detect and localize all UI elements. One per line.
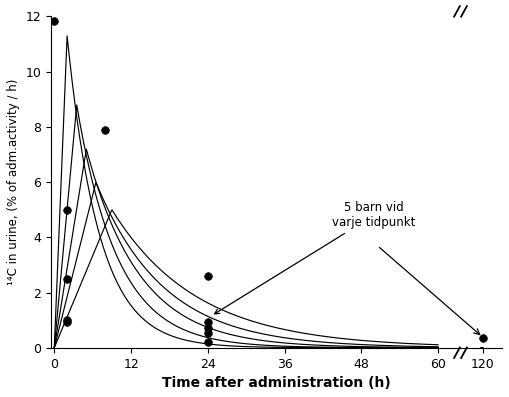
Text: 5 barn vid
varje tidpunkt: 5 barn vid varje tidpunkt: [215, 201, 416, 314]
Y-axis label: ¹⁴C in urine, (% of adm.activity / h): ¹⁴C in urine, (% of adm.activity / h): [7, 79, 20, 285]
X-axis label: Time after administration (h): Time after administration (h): [162, 376, 391, 390]
